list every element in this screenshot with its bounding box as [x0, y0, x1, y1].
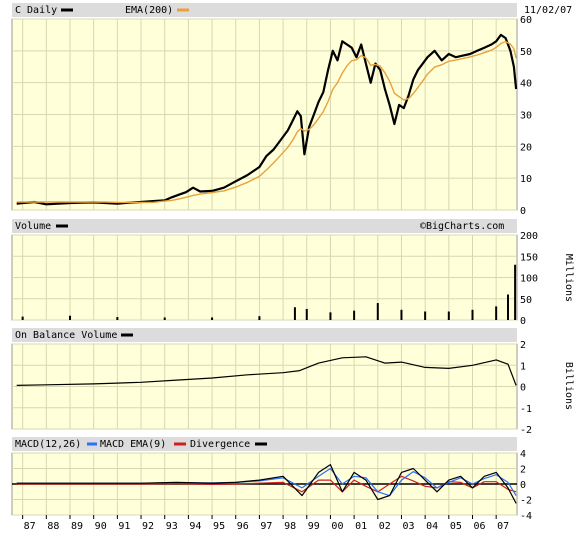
x-tick-label: 89 [71, 521, 83, 532]
price-y-tick-label: 40 [520, 79, 532, 90]
x-tick-label: 07 [497, 521, 509, 532]
x-tick-label: 01 [355, 521, 367, 532]
x-tick-label: 05 [450, 521, 462, 532]
price-y-tick-label: 0 [520, 206, 526, 217]
obv-panel: On Balance Volume -2 -1 0 1 2 Billions [11, 328, 574, 436]
ema-legend-label: EMA(200) [125, 5, 173, 16]
volume-y-tick-label: 200 [520, 231, 538, 242]
macd-y-axis: -4 -2 0 2 4 [520, 449, 532, 522]
x-tick-label: 06 [473, 521, 485, 532]
obv-y-tick-label: 1 [520, 361, 526, 372]
x-tick-label: 91 [118, 521, 130, 532]
macd-y-tick-label: -2 [520, 496, 532, 507]
macd-legend-label: MACD(12,26) [15, 439, 81, 450]
x-tick-label: 00 [331, 521, 343, 532]
price-y-tick-label: 20 [520, 142, 532, 153]
macd-marks [12, 464, 517, 504]
x-tick-label: 94 [189, 521, 201, 532]
x-tick-label: 96 [237, 521, 249, 532]
x-tick-label: 98 [284, 521, 296, 532]
obv-y-axis: -2 -1 0 1 2 [520, 340, 532, 436]
price-header-bar [12, 3, 517, 17]
obv-grid [12, 343, 517, 430]
volume-y-axis: 0 50 100 150 200 [520, 231, 538, 327]
volume-y-tick-label: 100 [520, 274, 538, 285]
price-ema-line [16, 40, 517, 204]
price-y-tick-label: 10 [520, 174, 532, 185]
chart-date: 11/02/07 [524, 5, 572, 16]
volume-legend-label: Volume [15, 221, 51, 232]
divergence-legend-label: Divergence [190, 439, 250, 450]
watermark: ©BigCharts.com [420, 221, 504, 232]
obv-unit-label: Billions [563, 362, 574, 410]
macd-macd-line [16, 464, 517, 504]
price-legend-label: C Daily [15, 5, 57, 16]
volume-y-tick-label: 50 [520, 295, 532, 306]
macd-panel: MACD(12,26) MACD EMA(9) Divergence -4 -2 0… [11, 437, 532, 522]
volume-unit-label: Millions [563, 254, 574, 302]
x-tick-label: 92 [142, 521, 154, 532]
volume-grid [12, 234, 517, 321]
macd-y-tick-label: 2 [520, 465, 526, 476]
x-tick-label: 87 [24, 521, 36, 532]
obv-y-tick-label: -2 [520, 425, 532, 436]
x-tick-label: 97 [260, 521, 272, 532]
price-marks [16, 33, 518, 206]
macd-divergence-line [16, 475, 517, 493]
x-axis: 87 88 89 90 91 92 93 94 95 96 97 98 99 00 01 02 03 04 05 06… [22, 515, 509, 532]
price-panel: C Daily EMA(200) 11/02/07 0 10 20 30 40 50 60 [11, 3, 572, 217]
macd-y-tick-label: 4 [520, 449, 526, 460]
volume-y-tick-label: 150 [520, 252, 538, 263]
price-y-tick-label: 50 [520, 47, 532, 58]
obv-header-bar [12, 328, 517, 342]
price-grid [12, 18, 517, 211]
volume-y-tick-label: 0 [520, 316, 526, 327]
price-y-tick-label: 60 [520, 15, 532, 26]
obv-y-tick-label: -1 [520, 404, 532, 415]
obv-legend-label: On Balance Volume [15, 330, 117, 341]
price-series-line [16, 33, 518, 206]
price-y-tick-label: 30 [520, 111, 532, 122]
macd-ema-legend-label: MACD EMA(9) [100, 439, 166, 450]
volume-panel: Volume ©BigCharts.com 0 50 100 150 200 Milli… [11, 219, 574, 327]
obv-y-tick-label: 2 [520, 340, 526, 351]
obv-y-tick-label: 0 [520, 383, 526, 394]
price-y-axis: 0 10 20 30 40 50 60 [520, 15, 532, 217]
x-tick-label: 90 [95, 521, 107, 532]
volume-marks [21, 264, 517, 320]
x-tick-label: 88 [47, 521, 59, 532]
obv-series-line [16, 356, 517, 386]
x-tick-label: 03 [402, 521, 414, 532]
x-tick-label: 95 [213, 521, 225, 532]
x-tick-label: 04 [426, 521, 438, 532]
obv-marks [16, 356, 517, 386]
x-tick-label: 99 [308, 521, 320, 532]
x-tick-label: 02 [379, 521, 391, 532]
x-tick-label: 93 [166, 521, 178, 532]
volume-header-bar [12, 219, 517, 233]
macd-y-tick-label: -4 [520, 511, 532, 522]
macd-y-tick-label: 0 [520, 480, 526, 491]
